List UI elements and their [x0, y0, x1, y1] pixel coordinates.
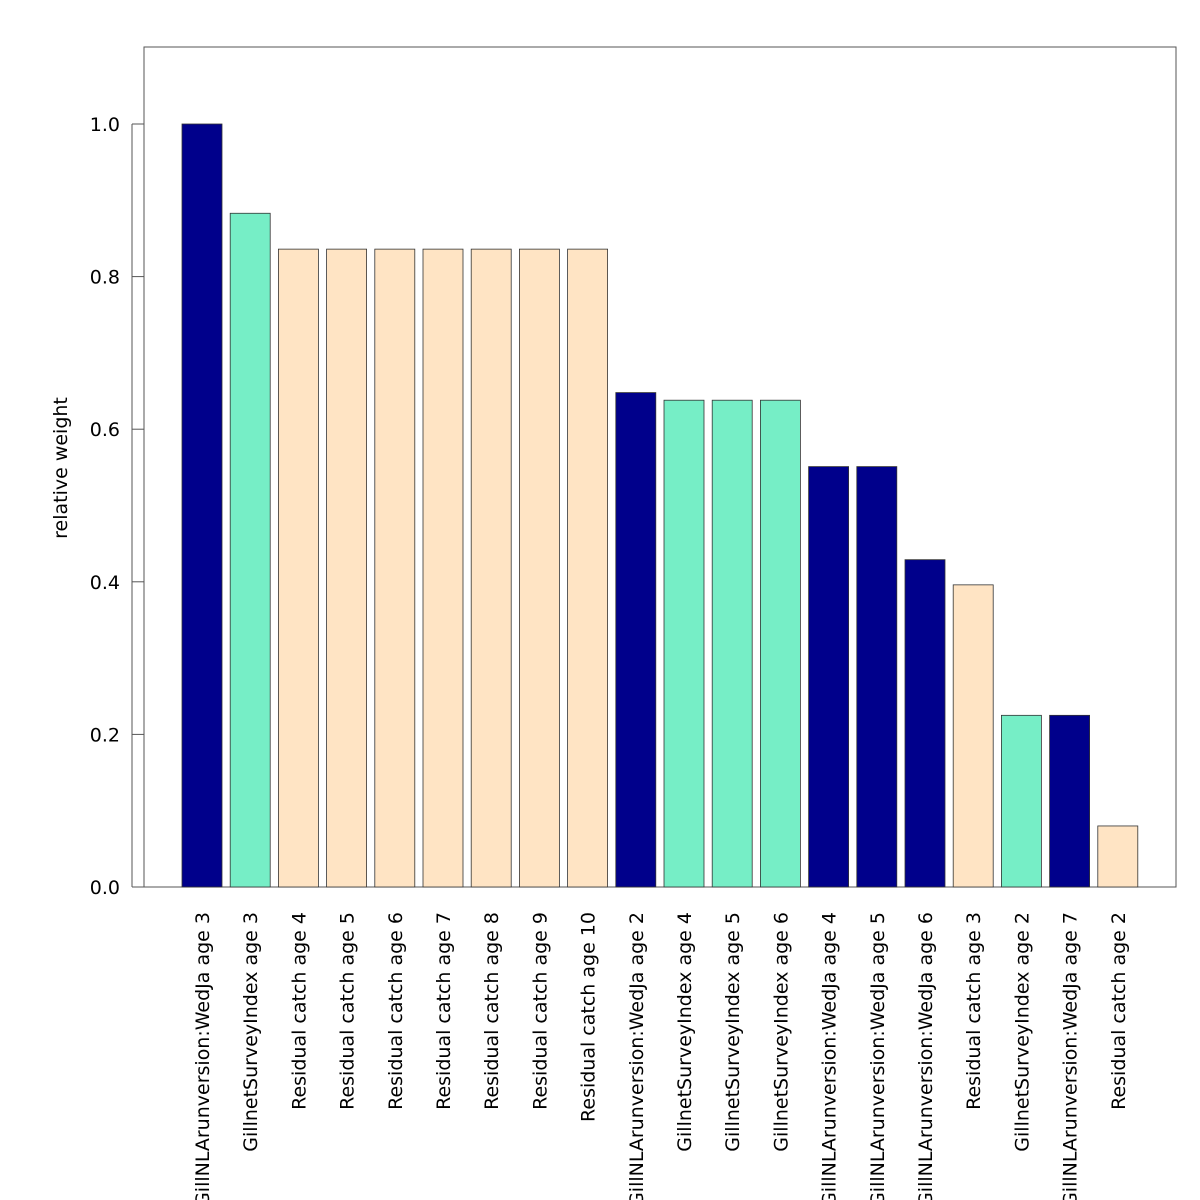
category-labels: GillNLArunversion:WedJa age 3 GillnetSurv…: [192, 912, 1130, 1200]
y-tick-label: 0.8: [90, 267, 120, 289]
bar: [615, 392, 657, 888]
category-label: GillnetSurveyIndex age 4: [674, 912, 696, 1152]
bar: [711, 399, 753, 888]
bar: [1097, 825, 1139, 888]
category-label: Residual catch age 10: [578, 912, 600, 1122]
category-label: Residual catch age 8: [481, 912, 503, 1110]
category-label: Residual catch age 4: [288, 912, 310, 1110]
bar: [181, 123, 223, 888]
category-label: GillnetSurveyIndex age 2: [1011, 912, 1033, 1152]
category-label: GillnetSurveyIndex age 5: [722, 912, 744, 1152]
y-tick-label: 0.2: [90, 724, 120, 746]
bar: [952, 584, 994, 888]
bar: [663, 399, 705, 888]
bar: [1001, 714, 1042, 888]
bar: [374, 248, 416, 888]
bar: [422, 248, 464, 888]
category-label: Residual catch age 9: [529, 912, 551, 1110]
bar: [808, 466, 849, 888]
y-tick-label: 0.0: [90, 877, 120, 899]
bar: [904, 559, 946, 888]
category-label: GillNLArunversion:WedJa age 4: [819, 912, 841, 1200]
bar: [1049, 714, 1090, 888]
category-label: GillnetSurveyIndex age 3: [240, 912, 262, 1152]
bar: [326, 248, 368, 888]
category-label: Residual catch age 3: [963, 912, 985, 1110]
y-axis-label: relative weight: [50, 397, 72, 539]
y-tick-label: 0.6: [90, 419, 120, 441]
bar: [470, 248, 512, 888]
category-label: GillNLArunversion:WedJa age 2: [626, 912, 648, 1200]
category-label: Residual catch age 6: [385, 912, 407, 1110]
category-label: Residual catch age 5: [337, 912, 359, 1110]
plot-frame: [143, 46, 1177, 888]
bar: [277, 248, 319, 888]
y-tick-label: 0.4: [90, 572, 120, 594]
bars: [181, 123, 1139, 888]
category-label: GillnetSurveyIndex age 6: [770, 912, 792, 1152]
category-label: GillNLArunversion:WedJa age 5: [867, 912, 889, 1200]
bar: [229, 212, 271, 888]
y-tick-label: 1.0: [90, 114, 120, 136]
category-label: Residual catch age 7: [433, 912, 455, 1110]
category-label: Residual catch age 2: [1108, 912, 1130, 1110]
category-label: GillNLArunversion:WedJa age 6: [915, 912, 937, 1200]
category-label: GillNLArunversion:WedJa age 7: [1060, 912, 1082, 1200]
bar: [567, 248, 608, 888]
category-label: GillNLArunversion:WedJa age 3: [192, 912, 214, 1200]
bar: [856, 466, 898, 888]
bar: [519, 248, 560, 888]
bar: [760, 399, 801, 888]
y-axis: 0.0 0.2 0.4 0.6 0.8 1.0: [90, 114, 144, 899]
